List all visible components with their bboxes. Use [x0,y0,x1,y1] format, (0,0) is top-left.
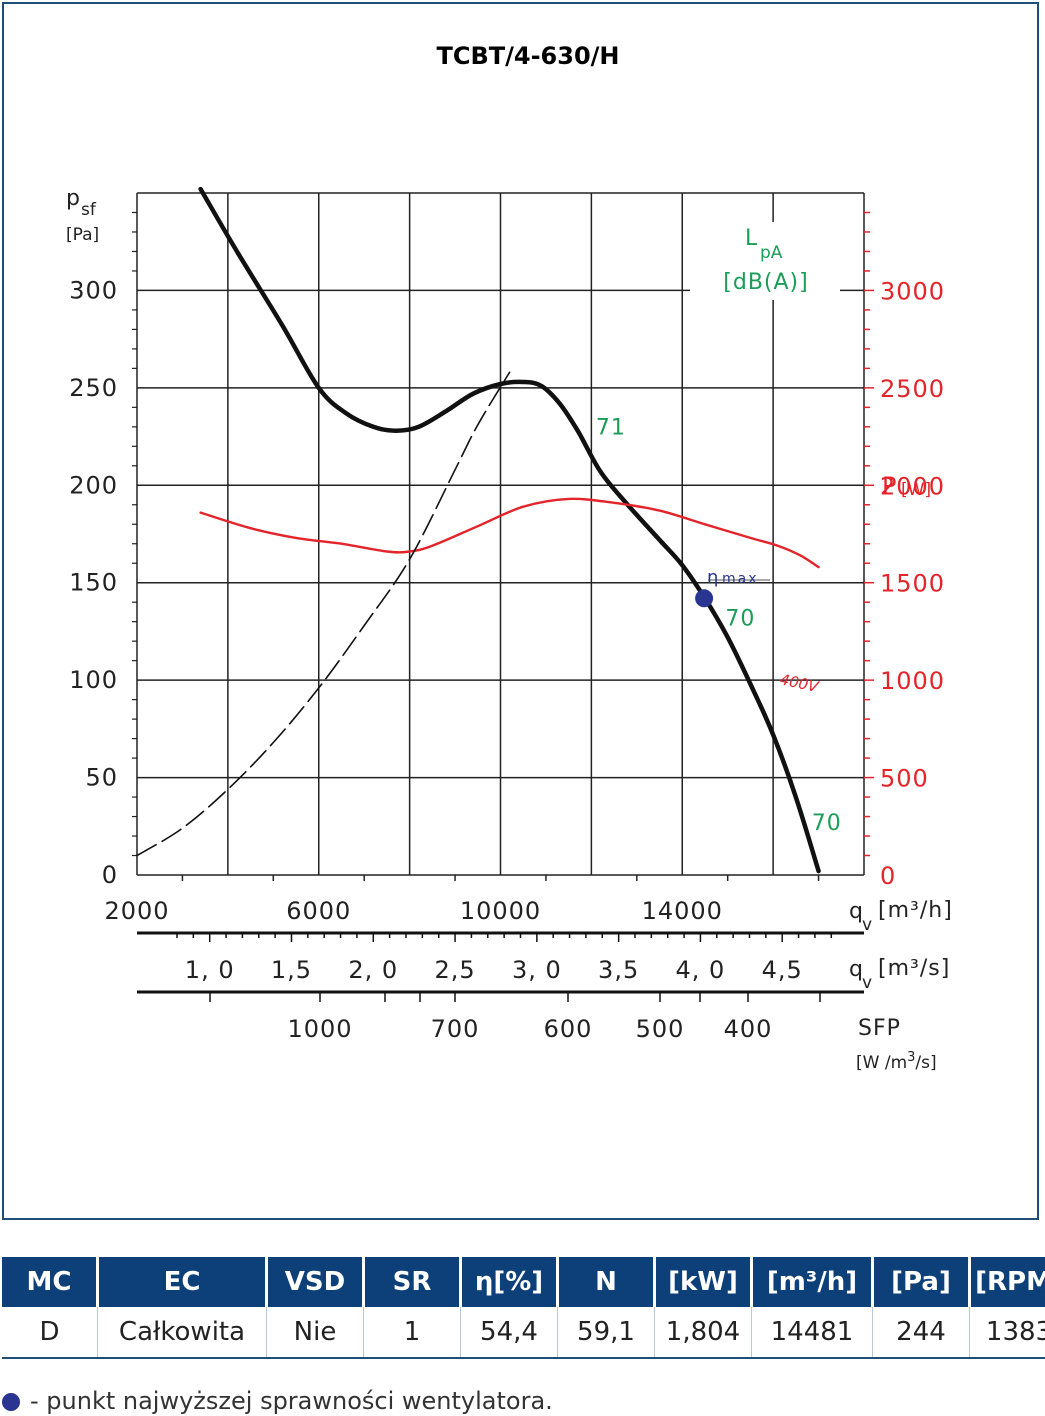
col-eta: η[%] [461,1257,558,1307]
axis-qv-m3s: 1, 0 1,5 2, 0 2,5 3, 0 3,5 4, 0 4,5 [137,933,864,984]
eta-max-sub: max [722,571,759,587]
y-right-tick-label: 3000 [880,277,945,305]
tick-marks [132,212,874,881]
series-system-curve-line [137,372,510,855]
lpa-label-sub: pA [760,243,783,263]
x-tick-label: 10000 [460,897,541,925]
y-tick-label: 200 [69,471,118,499]
axis3-tick-label: 700 [431,1015,480,1043]
axis2-tick-label: 2, 0 [348,956,398,984]
axis3-tick-label: 600 [544,1015,593,1043]
axis3-unit: [W /m3/s] [856,1050,937,1073]
cell-ec: Całkowita [98,1307,267,1358]
y-tick-label: 100 [69,666,118,694]
y-right-tick-label: 1000 [880,667,945,695]
cell-eta: 54,4 [461,1307,558,1358]
y-axis-left-label: p [66,186,81,211]
footnote: - punkt najwyższej sprawności wentylator… [2,1386,553,1416]
y-right-tick-label: 0 [880,862,896,890]
axis3-tick-label: 1000 [287,1015,352,1043]
col-n: N [558,1257,655,1307]
y-tick-label: 50 [85,764,118,792]
y-axis-left-unit: [Pa] [66,225,99,245]
axis2-tick-label: 1,5 [271,956,312,984]
fan-performance-chart: TCBT/4-630/H p sf [Pa] L pA [dB(A)] P [W… [0,0,1045,1225]
voltage-label: 400V [778,670,821,696]
cell-m3h: 14481 [752,1307,873,1358]
y-axis-left-sub: sf [81,200,97,220]
cell-pa: 244 [873,1307,970,1358]
col-mc: MC [2,1257,98,1307]
spec-table: MC EC VSD SR η[%] N [kW] [m³/h] [Pa] [RP… [2,1257,1045,1359]
lpa-label-unit: [dB(A)] [723,270,808,295]
x-tick-label: 2000 [104,897,169,925]
axis2-tick-label: 1, 0 [185,956,235,984]
x-tick-label: 6000 [286,897,351,925]
lpa-label: L pA [dB(A)] [690,222,840,300]
col-m3h: [m³/h] [752,1257,873,1307]
axis2-tick-label: 4,5 [762,956,803,984]
cell-kw: 1,804 [655,1307,752,1358]
axis2-sub: v [862,973,872,993]
table-row: D Całkowita Nie 1 54,4 59,1 1,804 14481 … [2,1307,1045,1358]
axis2-unit: [m³/s] [878,956,950,981]
series-power-line [201,499,819,567]
chart-title: TCBT/4-630/H [436,42,619,70]
lpa-annotation: 70 [812,811,842,836]
axis-sfp: 1000 700 600 500 400 [137,992,864,1043]
y-tick-label: 250 [69,374,118,402]
x-axis-unit: [m³/h] [878,898,953,923]
y-right-tick-label: 2500 [880,375,945,403]
eta-point-legend-icon [2,1393,20,1411]
col-kw: [kW] [655,1257,752,1307]
axis2-tick-label: 2,5 [434,956,475,984]
eta-max-symbol: η [707,567,718,588]
y-tick-label: 300 [69,276,118,304]
lpa-annotation: 71 [596,416,626,441]
footnote-text: - punkt najwyższej sprawności wentylator… [30,1387,553,1415]
lpa-label-main: L [745,226,758,251]
col-vsd: VSD [267,1257,364,1307]
y-right-tick-label: 1500 [880,570,945,598]
axis2-tick-label: 4, 0 [676,956,726,984]
col-ec: EC [98,1257,267,1307]
axis3-tick-label: 500 [636,1015,685,1043]
col-pa: [Pa] [873,1257,970,1307]
cell-n: 59,1 [558,1307,655,1358]
col-rpm: [RPM] [970,1257,1045,1307]
axis2-tick-label: 3, 0 [512,956,562,984]
col-sr: SR [364,1257,461,1307]
cell-mc: D [2,1307,98,1358]
y-right-tick-label: 500 [880,765,929,793]
axis3-label: SFP [858,1016,901,1041]
table-header-row: MC EC VSD SR η[%] N [kW] [m³/h] [Pa] [RP… [2,1257,1045,1307]
lpa-annotation: 70 [725,607,755,632]
y-tick-label: 0 [102,861,118,889]
y-right-tick-label: 2000 [880,472,945,500]
y-tick-label: 150 [69,569,118,597]
cell-rpm: 1383 [970,1307,1045,1358]
cell-vsd: Nie [267,1307,364,1358]
axis2-tick-label: 3,5 [598,956,639,984]
axis3-tick-label: 400 [724,1015,773,1043]
cell-sr: 1 [364,1307,461,1358]
x-tick-label: 14000 [642,897,723,925]
eta-max-point [695,589,713,607]
